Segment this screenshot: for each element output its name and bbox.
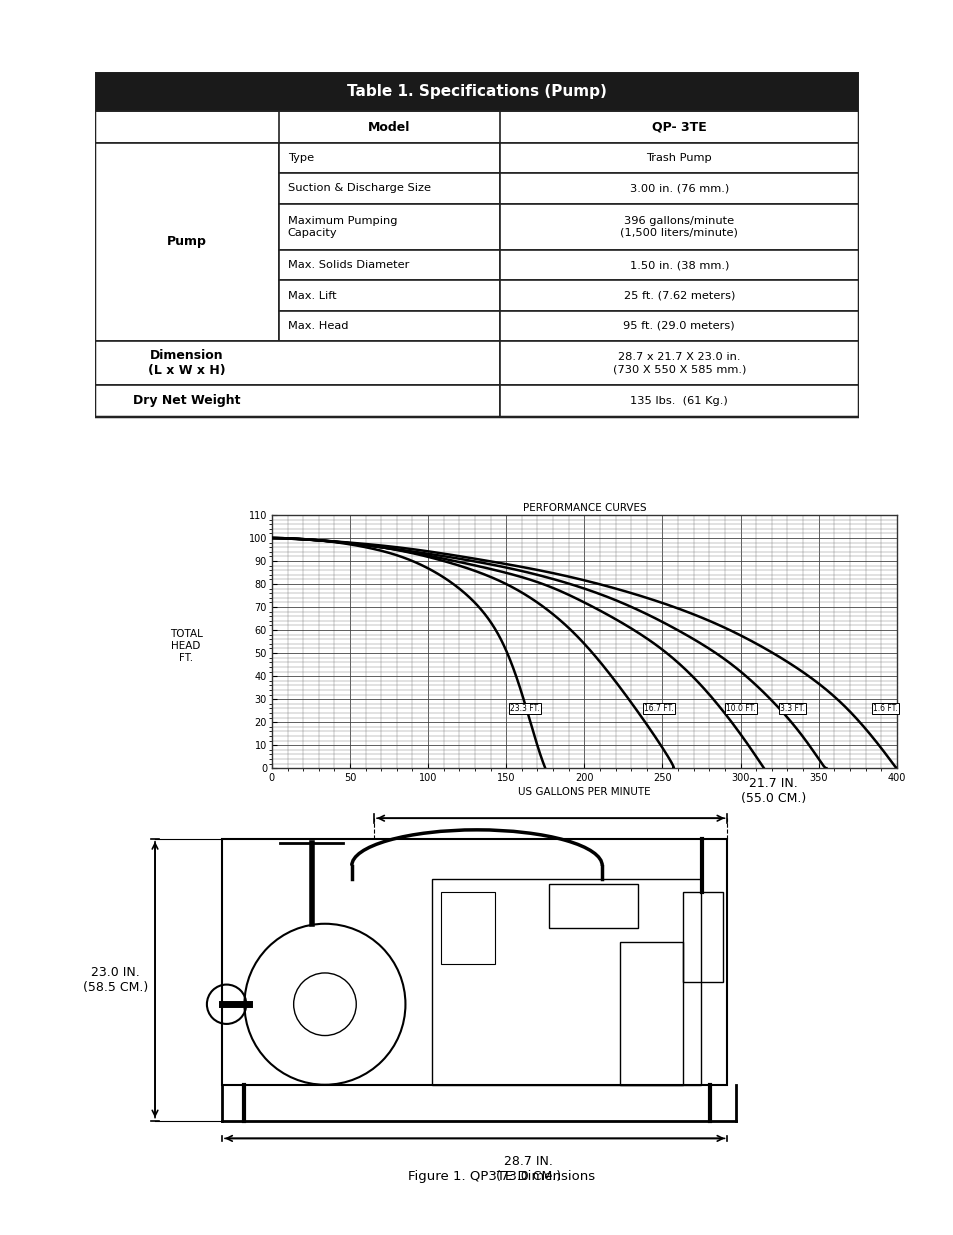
Text: 95 ft. (29.0 meters): 95 ft. (29.0 meters) (622, 321, 735, 331)
Bar (95, 72, 858, 111)
Bar (499, 173, 858, 204)
Text: 16.7 FT.: 16.7 FT. (644, 704, 674, 713)
Bar (499, 341, 858, 385)
Text: 396 gallons/minute
(1,500 liters/minute): 396 gallons/minute (1,500 liters/minute) (619, 216, 738, 237)
Text: 1.50 in. (38 mm.): 1.50 in. (38 mm.) (629, 261, 728, 270)
Text: Max. Lift: Max. Lift (288, 290, 336, 300)
Title: PERFORMANCE CURVES: PERFORMANCE CURVES (522, 503, 645, 513)
Text: Trash Pump: Trash Pump (646, 153, 711, 163)
Bar (95, 143, 278, 341)
Text: Max. Solids Diameter: Max. Solids Diameter (288, 261, 409, 270)
Text: 23.0 IN.
(58.5 CM.): 23.0 IN. (58.5 CM.) (83, 966, 148, 994)
Text: QP3TE  —SPECIFICATIONS/DIMENSIONS (PUMP): QP3TE —SPECIFICATIONS/DIMENSIONS (PUMP) (200, 20, 753, 40)
X-axis label: US GALLONS PER MINUTE: US GALLONS PER MINUTE (517, 787, 650, 798)
Bar (548, 883, 638, 929)
Bar (278, 204, 499, 249)
Text: Max. Head: Max. Head (288, 321, 348, 331)
Text: PAGE 10 — QP3TE  TRASH PUMP — OPERATION AND PARTS MANUAL — REV. #4  (11/15/10): PAGE 10 — QP3TE TRASH PUMP — OPERATION A… (231, 1209, 722, 1219)
Bar (95, 385, 499, 416)
Bar (499, 280, 858, 311)
Bar (278, 143, 499, 173)
Bar (499, 249, 858, 280)
Text: 25 ft. (7.62 meters): 25 ft. (7.62 meters) (623, 290, 734, 300)
Text: QP- 3TE: QP- 3TE (651, 121, 706, 133)
Text: Dry Net Weight: Dry Net Weight (133, 394, 240, 408)
Bar (499, 311, 858, 341)
Text: 1.6 FT.: 1.6 FT. (873, 704, 898, 713)
Text: 3.3 FT.: 3.3 FT. (779, 704, 803, 713)
Text: Maximum Pumping
Capacity: Maximum Pumping Capacity (288, 216, 396, 237)
Bar (95, 341, 499, 385)
Bar (222, 839, 726, 1084)
Text: Table 1. Specifications (Pump): Table 1. Specifications (Pump) (347, 84, 606, 99)
Text: 28.7 IN.
(73.0 CM.): 28.7 IN. (73.0 CM.) (496, 1155, 560, 1182)
Text: 10.0 FT.: 10.0 FT. (725, 704, 755, 713)
Text: 3.00 in. (76 mm.): 3.00 in. (76 mm.) (629, 184, 728, 194)
Text: Model: Model (368, 121, 410, 133)
Bar (682, 893, 722, 982)
Text: TOTAL
HEAD
FT.: TOTAL HEAD FT. (170, 630, 202, 662)
Text: Figure 1. QP3TE Dimensions: Figure 1. QP3TE Dimensions (408, 1170, 595, 1183)
Text: 28.7 x 21.7 X 23.0 in.
(730 X 550 X 585 mm.): 28.7 x 21.7 X 23.0 in. (730 X 550 X 585 … (612, 352, 745, 374)
Bar (499, 204, 858, 249)
Bar (499, 385, 858, 416)
Text: Dimension
(L x W x H): Dimension (L x W x H) (148, 350, 226, 377)
Bar (278, 311, 499, 341)
Bar (432, 879, 700, 1084)
Bar (499, 143, 858, 173)
Bar (278, 280, 499, 311)
Text: Type: Type (288, 153, 314, 163)
Text: 135 lbs.  (61 Kg.): 135 lbs. (61 Kg.) (630, 396, 727, 406)
Bar (278, 173, 499, 204)
Bar (278, 249, 499, 280)
Text: Pump: Pump (167, 236, 207, 248)
Text: 21.7 IN.
(55.0 CM.): 21.7 IN. (55.0 CM.) (740, 777, 805, 805)
Bar (95, 111, 858, 143)
Bar (95, 72, 858, 416)
Bar (440, 893, 495, 965)
Text: 23.3 FT.: 23.3 FT. (510, 704, 539, 713)
Bar (619, 941, 682, 1084)
Text: Suction & Discharge Size: Suction & Discharge Size (288, 184, 430, 194)
